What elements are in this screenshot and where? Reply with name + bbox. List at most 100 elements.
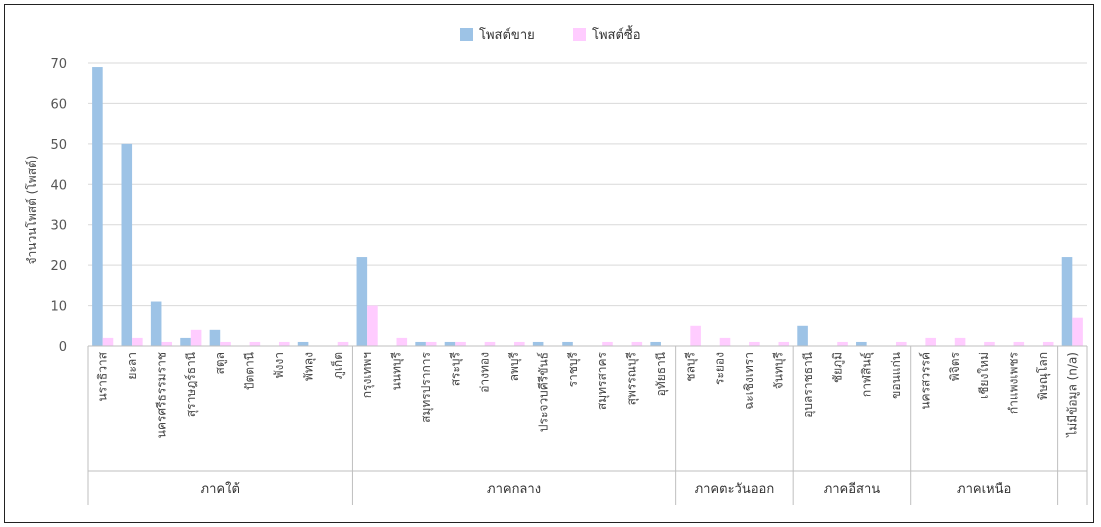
bar-buy: [484, 341, 496, 346]
bar-buy: [954, 337, 966, 346]
category-label: อุบลราชธานี: [801, 352, 816, 418]
legend-label-sell: โพสต์ขาย: [479, 27, 535, 43]
category-label: สุราษฎร์ธานี: [184, 352, 199, 417]
bar-sell: [209, 329, 221, 346]
bar-buy: [367, 305, 378, 346]
gridlines: 0 10 20 30 40 50 60 70: [50, 57, 1087, 355]
bar-sell: [297, 341, 309, 346]
bar-buy: [190, 329, 202, 346]
bar-buy: [220, 341, 231, 346]
category-label: ไม่มีข้อมูล (n/a): [1065, 352, 1080, 438]
y-tick-label: 60: [50, 97, 67, 112]
bar-buy: [778, 341, 790, 346]
bar-buy: [1072, 317, 1083, 346]
bar-buy: [514, 341, 525, 346]
region-label: ภาคใต้: [201, 481, 240, 497]
category-label: กาฬสินธุ์: [860, 352, 875, 397]
category-label: ลพบุรี: [507, 351, 522, 381]
bar-chart: 0 10 20 30 40 50 60 70 นราธิวาส ยะลา นครศรีธรรมรา…: [25, 25, 1088, 505]
category-label: อุทัยธานี: [654, 352, 669, 396]
bar-sell: [444, 341, 456, 346]
chart-frame: 0 10 20 30 40 50 60 70 นราธิวาส ยะลา นครศรีธรรมรา…: [4, 4, 1094, 523]
category-label: กำแพงเพชร: [1007, 351, 1021, 414]
bar-sell: [415, 341, 426, 346]
bar-buy: [249, 341, 261, 346]
category-label: สมุทรสาคร: [595, 351, 610, 410]
category-labels: นราธิวาส ยะลา นครศรีธรรมราช สุราษฎร์ธานี สตู…: [96, 351, 1081, 497]
y-tick-label: 20: [50, 259, 67, 274]
category-label: ขอนแก่น: [889, 352, 903, 399]
bar-buy: [631, 341, 643, 346]
y-tick-label: 50: [50, 138, 67, 153]
category-label: อ่างทอง: [478, 352, 492, 393]
bar-buy: [278, 341, 290, 346]
category-label: พิษณุโลก: [1036, 352, 1051, 400]
category-label: นนทบุรี: [390, 351, 405, 390]
bar-buy: [719, 337, 731, 346]
bar-buy: [102, 337, 114, 346]
bar-sell: [180, 337, 191, 346]
category-label: ระยอง: [713, 352, 727, 385]
bar-buy: [602, 341, 613, 346]
y-tick-label: 0: [59, 340, 67, 355]
bar-buy: [161, 341, 173, 346]
bar-buy: [1042, 341, 1054, 346]
category-label: พัทลุง: [301, 352, 316, 381]
bar-sell: [1061, 257, 1073, 346]
category-label: ชลบุรี: [683, 351, 698, 381]
category-label: สระบุรี: [448, 351, 463, 386]
bar-buy: [337, 341, 349, 346]
category-label: ชัยภูมิ: [830, 352, 845, 383]
bar-sell: [92, 67, 103, 347]
legend-label-buy: โพสต์ซื้อ: [592, 25, 641, 43]
category-label: ยะลา: [125, 352, 139, 380]
category-label: สมุทรปราการ: [419, 351, 434, 422]
category-label: ภูเก็ต: [330, 352, 346, 379]
bar-sell: [797, 325, 808, 346]
bar-buy: [690, 325, 701, 346]
bar-sell: [356, 257, 368, 346]
category-label: นครสวรรค์: [918, 352, 932, 410]
category-label: สตูล: [213, 352, 228, 374]
category-label: ประจวบคีรีขันธ์: [536, 352, 550, 432]
region-label: ภาคกลาง: [487, 482, 541, 497]
bar-buy: [425, 341, 437, 346]
category-label: นครศรีธรรมราช: [154, 352, 168, 438]
bar-sell: [150, 301, 162, 346]
region-label: ภาคอีสาน: [824, 481, 881, 497]
bar-sell: [650, 341, 661, 346]
bar-buy: [1013, 341, 1025, 346]
y-tick-label: 70: [50, 57, 67, 72]
bar-buy: [984, 341, 995, 346]
category-label: สุพรรณบุรี: [625, 351, 640, 405]
bar-buy: [749, 341, 760, 346]
category-label: พังงา: [272, 352, 286, 378]
category-label: นราธิวาส: [96, 351, 110, 401]
bars: [92, 67, 1083, 347]
category-label: เชียงใหม่: [977, 352, 991, 399]
y-tick-label: 30: [50, 219, 67, 234]
region-label: ภาคเหนือ: [957, 481, 1011, 497]
bar-buy: [132, 337, 143, 346]
bar-buy: [455, 341, 466, 346]
bar-buy: [925, 337, 936, 346]
legend: โพสต์ขาย โพสต์ซื้อ: [460, 25, 641, 43]
category-label: ฉะเชิงเทรา: [742, 352, 756, 410]
bar-sell: [121, 143, 133, 346]
legend-swatch-sell: [460, 28, 473, 41]
y-tick-label: 40: [50, 178, 67, 193]
category-label: ราชบุรี: [566, 351, 581, 387]
category-label: กรุงเทพฯ: [360, 352, 375, 398]
bar-buy: [396, 337, 408, 346]
region-label: ภาคตะวันออก: [695, 482, 775, 497]
y-tick-label: 10: [50, 300, 67, 315]
category-label: ปัตตานี: [243, 352, 257, 390]
legend-swatch-buy: [573, 28, 586, 41]
category-label: จันทบุรี: [771, 351, 786, 389]
category-label: พิจิตร: [948, 351, 962, 381]
bar-buy: [896, 341, 907, 346]
y-axis-title: จำนวนโพสต์ (โพสต์): [25, 155, 39, 264]
bar-sell: [562, 341, 573, 346]
axes: [87, 345, 1088, 505]
bar-sell: [856, 341, 867, 346]
